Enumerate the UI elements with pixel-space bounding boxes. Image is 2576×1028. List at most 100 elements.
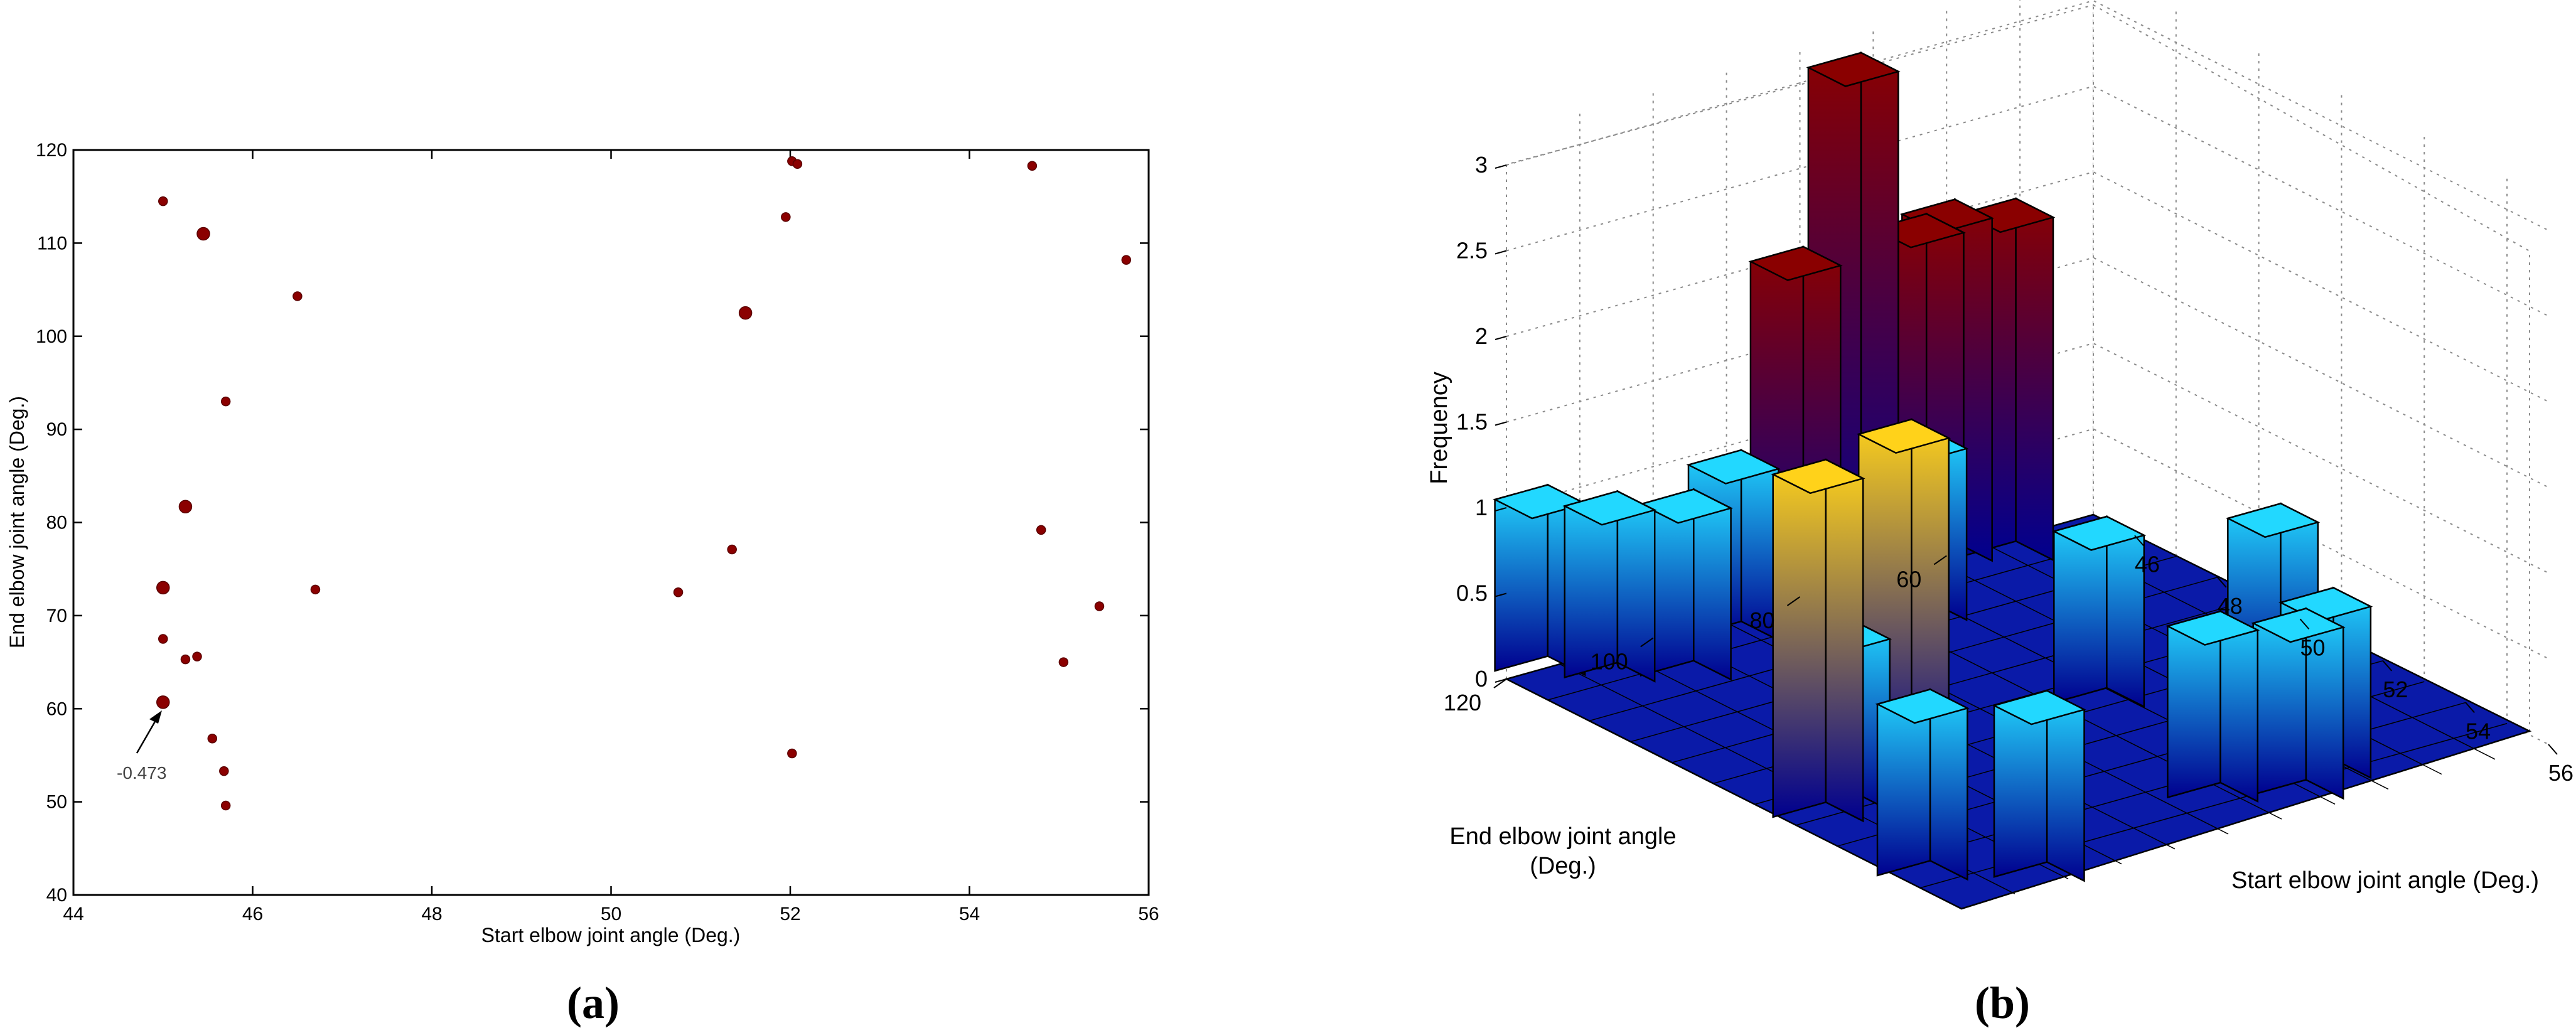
bar-top-face (1748, 245, 1843, 281)
scatter-point (158, 634, 168, 644)
bar-top-face (1686, 449, 1781, 485)
scatter-point (192, 651, 202, 661)
z-tick-label: 2.5 (1456, 238, 1488, 264)
scatter-x-tick-label: 48 (421, 904, 442, 924)
y-tick-label: 60 (1896, 567, 1921, 592)
z-tick (1495, 164, 1507, 169)
bar-top-face (2051, 515, 2147, 551)
scatter-point (310, 584, 321, 595)
scatter-x-tick-label: 54 (959, 904, 980, 924)
3d-bars (1493, 51, 2373, 882)
3d-z-axis-label: Frequency (1426, 372, 1452, 485)
scatter-point (1121, 255, 1132, 265)
scatter-y-tick-label: 90 (46, 419, 67, 440)
x-tick-label: 54 (2466, 718, 2491, 744)
bar-top-face (1638, 488, 1734, 524)
bar-top-face (1493, 484, 1587, 520)
z-tick (1495, 678, 1507, 683)
y-tick-label: 80 (1749, 608, 1774, 633)
scatter-point (220, 800, 231, 811)
scatter-point (781, 212, 791, 222)
bar-3d (2165, 609, 2260, 803)
annotation-arrowhead (149, 710, 162, 724)
z-tick-label: 1.5 (1456, 409, 1488, 435)
scatter-point (787, 748, 797, 759)
scatter-plot-panel: 44 46 48 50 52 54 56 40 50 60 70 80 90 100 110 120 -0.4… (6, 140, 1159, 1028)
bar-front-face (2046, 689, 2085, 882)
bar-top-face (1992, 690, 2086, 725)
scatter-point (738, 306, 753, 320)
z-tick-label: 3 (1475, 152, 1488, 178)
wall-grid-line (1506, 257, 2549, 488)
scatter-point (156, 581, 170, 595)
bar-3d (2251, 607, 2346, 800)
scatter-point (180, 654, 191, 665)
bar-top-face (2165, 610, 2260, 646)
wall-grid-line (1506, 85, 2549, 317)
bar-top-face (1856, 418, 1951, 454)
bar-front-face (2015, 197, 2054, 562)
z-tick-label: 0 (1475, 666, 1488, 692)
x-tick (2216, 577, 2227, 588)
x-tick (2382, 660, 2393, 672)
bar-top-face (1562, 490, 1657, 526)
wall-grid-line (1506, 0, 2549, 231)
z-tick (1495, 507, 1507, 511)
bar-top-face (2225, 502, 2321, 538)
bar-front-face (2106, 515, 2145, 708)
scatter-plot-area (72, 149, 1150, 896)
scatter-x-tick-label: 46 (242, 904, 263, 924)
bar-front-face (1825, 458, 1864, 823)
scatter-point (727, 544, 737, 555)
x-tick-label: 52 (2383, 677, 2408, 702)
x-tick-label: 56 (2548, 760, 2573, 786)
scatter-y-tick-label: 80 (46, 513, 67, 533)
scatter-y-axis-label: End elbow joint angle (Deg.) (6, 396, 28, 648)
scatter-point (1094, 601, 1105, 611)
panel-label-a: (a) (567, 978, 620, 1028)
bar-3d (2051, 515, 2147, 708)
y-tick-label: 100 (1591, 649, 1628, 675)
scatter-x-tick-label: 50 (601, 904, 621, 924)
scatter-y-tick-label: 120 (36, 140, 67, 161)
y-tick (1786, 596, 1801, 606)
bar-top-face (1806, 51, 1901, 87)
y-tick (1493, 678, 1507, 688)
z-tick (1495, 421, 1507, 426)
scatter-ticks: 44 46 48 50 52 54 56 40 50 60 70 80 90 100 110 120 (36, 140, 1159, 924)
3d-bar-chart-panel: 0 0.5 1 1.5 2 2.5 3 60 80 100 120 46 48 50 52 54 56 Freq… (1426, 0, 2573, 1028)
z-tick (1495, 336, 1507, 340)
z-tick (1495, 250, 1507, 255)
z-tick-label: 1 (1475, 495, 1488, 520)
3d-ticks: 0 0.5 1 1.5 2 2.5 3 60 80 100 120 46 48 50 52 54 56 (1444, 152, 2573, 786)
scatter-point (292, 291, 303, 301)
bar-3d (1562, 490, 1657, 683)
wall-grid-line (1506, 171, 2549, 402)
scatter-point (156, 695, 170, 709)
wall-grid-line (1506, 428, 2549, 660)
annotation-label: -0.473 (117, 763, 166, 783)
scatter-point (158, 196, 168, 206)
bar-front-face (1929, 688, 1968, 881)
scatter-point (1036, 525, 1046, 535)
scatter-point (1058, 657, 1069, 667)
scatter-x-tick-label: 44 (63, 904, 83, 924)
scatter-point (207, 733, 218, 744)
y-tick-label: 120 (1444, 690, 1481, 715)
scatter-y-tick-label: 60 (46, 699, 67, 719)
scatter-y-tick-label: 70 (46, 606, 67, 626)
y-tick (1933, 555, 1947, 565)
scatter-point (219, 766, 229, 776)
3d-y-axis-label-line1: End elbow joint angle (1449, 823, 1676, 850)
bar-top-face (1771, 458, 1865, 495)
x-tick-label: 50 (2300, 634, 2326, 660)
bar-3d (1771, 458, 1865, 823)
scatter-point (196, 227, 210, 241)
y-tick (1640, 637, 1654, 648)
z-tick-label: 2 (1475, 323, 1488, 349)
scatter-point (792, 159, 803, 169)
scatter-x-axis-label: Start elbow joint angle (Deg.) (481, 924, 741, 946)
panel-label-b: (b) (1975, 978, 2030, 1028)
3d-y-axis-label-line2: (Deg.) (1530, 853, 1596, 879)
